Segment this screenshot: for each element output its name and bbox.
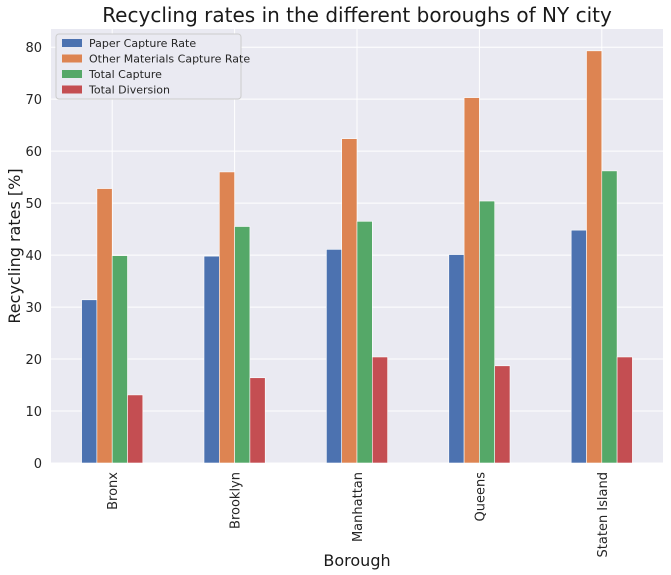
legend-swatch bbox=[62, 70, 82, 78]
bar-other-materials-capture-rate-manhattan bbox=[341, 138, 358, 464]
bar-paper-capture-rate-manhattan bbox=[326, 249, 342, 464]
bar-total-capture-brooklyn bbox=[234, 226, 251, 464]
chart-title: Recycling rates in the different borough… bbox=[102, 3, 612, 27]
legend-swatch bbox=[62, 54, 82, 63]
bar-paper-capture-rate-brooklyn bbox=[203, 255, 220, 464]
bar-total-diversion-brooklyn bbox=[249, 377, 266, 464]
y-tick-label: 60 bbox=[25, 145, 42, 160]
legend-box bbox=[55, 33, 242, 100]
x-tick-label: Staten Island bbox=[596, 472, 611, 557]
x-axis-label: Borough bbox=[323, 551, 390, 570]
x-tick-label: Bronx bbox=[106, 472, 121, 510]
x-tick-label: Brooklyn bbox=[229, 472, 244, 529]
legend-swatch bbox=[62, 39, 82, 47]
bar-other-materials-capture-rate-queens bbox=[463, 97, 480, 464]
x-tick-label: Manhattan bbox=[351, 472, 366, 542]
legend-label: Paper Capture Rate bbox=[89, 37, 196, 50]
bar-total-diversion-manhattan bbox=[371, 356, 388, 464]
bar-total-diversion-queens bbox=[494, 365, 511, 464]
x-axis-ticks: Bronx Brooklyn Manhattan Queens Staten Islan… bbox=[106, 472, 611, 558]
legend-label: Other Materials Capture Rate bbox=[89, 53, 250, 66]
bar-total-capture-staten-island bbox=[601, 170, 618, 464]
legend-swatch bbox=[62, 85, 82, 94]
bar-total-capture-bronx bbox=[111, 255, 128, 464]
legend-label: Total Diversion bbox=[88, 84, 170, 97]
bar-total-capture-queens bbox=[479, 200, 495, 464]
y-tick-label: 10 bbox=[25, 405, 42, 420]
y-tick-label: 50 bbox=[25, 197, 42, 212]
bar-total-capture-manhattan bbox=[356, 221, 373, 464]
y-axis-label: Recycling rates [%] bbox=[5, 168, 24, 323]
bar-paper-capture-rate-bronx bbox=[81, 299, 98, 464]
bars bbox=[81, 50, 633, 464]
legend: Paper Capture Rate Other Materials Captur… bbox=[55, 33, 250, 100]
legend-label: Total Capture bbox=[88, 68, 162, 81]
y-tick-label: 30 bbox=[25, 301, 42, 316]
bar-other-materials-capture-rate-brooklyn bbox=[219, 171, 235, 464]
bar-total-diversion-staten-island bbox=[616, 356, 633, 464]
bar-paper-capture-rate-queens bbox=[448, 254, 465, 464]
bar-total-diversion-bronx bbox=[127, 394, 144, 464]
x-tick-label: Queens bbox=[473, 472, 488, 522]
bar-other-materials-capture-rate-staten-island bbox=[586, 50, 603, 464]
y-tick-label: 80 bbox=[25, 41, 42, 56]
bar-paper-capture-rate-staten-island bbox=[570, 229, 587, 464]
bar-other-materials-capture-rate-bronx bbox=[96, 188, 113, 464]
y-tick-label: 20 bbox=[25, 353, 42, 368]
y-tick-label: 40 bbox=[25, 249, 42, 264]
y-axis-ticks: 0 10 20 30 40 50 60 70 80 bbox=[25, 41, 42, 472]
y-tick-label: 70 bbox=[25, 93, 42, 108]
y-tick-label: 0 bbox=[34, 457, 42, 472]
